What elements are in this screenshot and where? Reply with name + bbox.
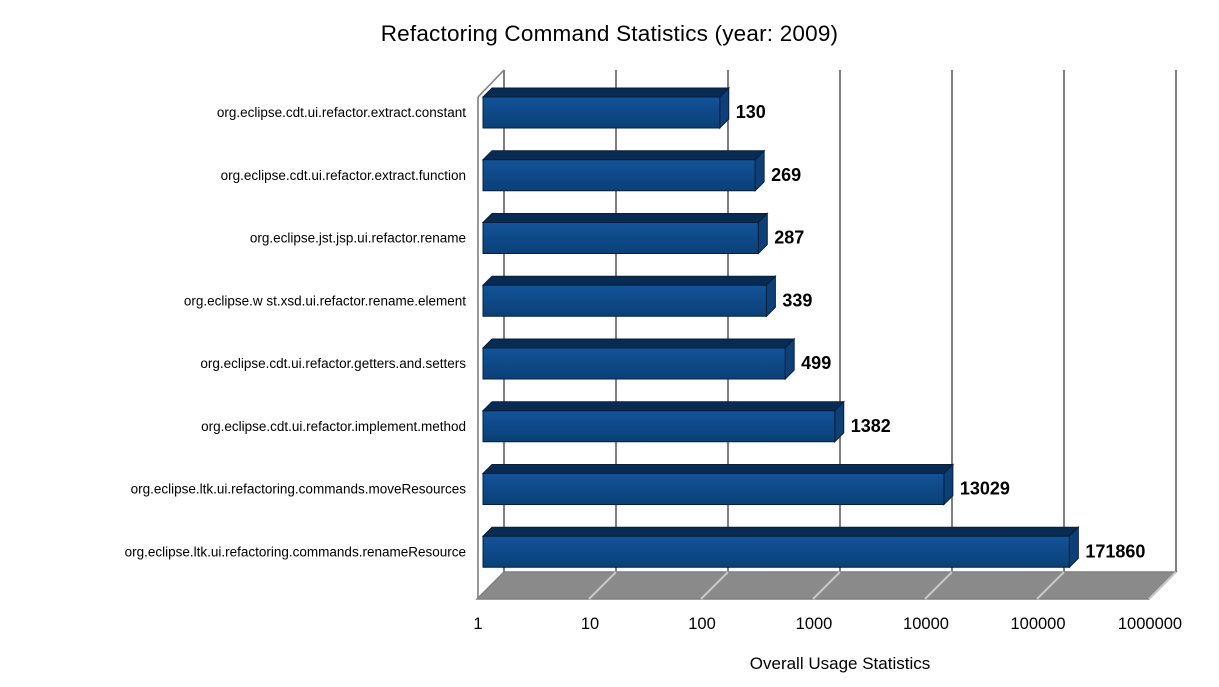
category-label: org.eclipse.ltk.ui.refactoring.commands.… [125, 544, 466, 559]
floor-gridline [588, 571, 617, 600]
category-label: org.eclipse.cdt.ui.refactor.extract.cons… [217, 105, 466, 120]
left-wall-top-edge [477, 69, 505, 98]
bar-top-face [481, 87, 730, 98]
bar-top-face [481, 401, 845, 412]
category-label: org.eclipse.w st.xsd.ui.refactor.rename.… [184, 293, 466, 308]
bar-row: 269 org.eclipse.cdt.ui.refactor.extract.f… [221, 149, 801, 192]
bar-top-face [481, 213, 769, 223]
bar-value-label: 13029 [960, 479, 1010, 499]
bar-row: 339 org.eclipse.w st.xsd.ui.refactor.rena… [184, 275, 812, 318]
x-tick-label: 1000 [796, 615, 833, 633]
bar-value-label: 269 [771, 165, 801, 185]
x-tick-label: 10000 [903, 615, 949, 633]
bar-value-label: 287 [774, 228, 804, 248]
bar-row: 499 org.eclipse.cdt.ui.refactor.getters.a… [200, 337, 831, 381]
x-tick-label: 10 [581, 615, 599, 633]
bar-front-face [482, 410, 836, 443]
x-tick-label: 100000 [1010, 615, 1065, 633]
bar-front-face [482, 96, 721, 129]
bar-row: 287 org.eclipse.jst.jsp.ui.refactor.renam… [250, 212, 804, 255]
category-label: org.eclipse.cdt.ui.refactor.getters.and.… [200, 356, 466, 371]
x-tick-label: 1000000 [1118, 615, 1182, 633]
bar-row: 1382 org.eclipse.cdt.ui.refactor.implemen… [201, 400, 891, 443]
bar-row: 130 org.eclipse.cdt.ui.refactor.extract.c… [217, 86, 766, 130]
bar-top-face [481, 526, 1080, 537]
chart-title: Refactoring Command Statistics (year: 20… [380, 21, 839, 46]
category-label: org.eclipse.cdt.ui.refactor.extract.func… [221, 168, 466, 183]
floor-gridline [812, 571, 841, 600]
bar-top-face [481, 150, 766, 161]
floor-gridline [1148, 571, 1177, 600]
bar-row: 171860 org.eclipse.ltk.ui.refactoring.com… [125, 526, 1145, 569]
bar-value-label: 499 [801, 353, 831, 373]
x-tick-label: 1 [473, 615, 482, 633]
category-label: org.eclipse.jst.jsp.ui.refactor.rename [250, 231, 466, 246]
bar-front-face [482, 284, 767, 317]
floor-gridline [700, 571, 729, 600]
bar-front-face [482, 222, 759, 254]
bar-front-face [482, 473, 945, 505]
bar-front-face [482, 159, 756, 192]
category-label: org.eclipse.cdt.ui.refactor.implement.me… [201, 419, 466, 434]
bar-value-label: 171860 [1085, 541, 1145, 561]
x-tick-label: 100 [688, 615, 716, 633]
bar-front-face [482, 535, 1070, 568]
bar-value-label: 130 [736, 102, 766, 122]
x-axis-title: Overall Usage Statistics [749, 654, 931, 673]
bar-value-label: 339 [782, 290, 812, 310]
bar-front-face [482, 347, 786, 380]
floor-gridline [924, 571, 953, 600]
floor-gridline [1036, 571, 1065, 600]
bar-row: 13029 org.eclipse.ltk.ui.refactoring.comm… [131, 463, 1010, 506]
category-label: org.eclipse.ltk.ui.refactoring.commands.… [131, 482, 467, 497]
bar-top-face [481, 275, 777, 286]
bar-value-label: 1382 [851, 416, 891, 436]
bar-top-face [481, 338, 796, 349]
bar-top-face [481, 464, 955, 474]
left-wall [478, 70, 504, 599]
